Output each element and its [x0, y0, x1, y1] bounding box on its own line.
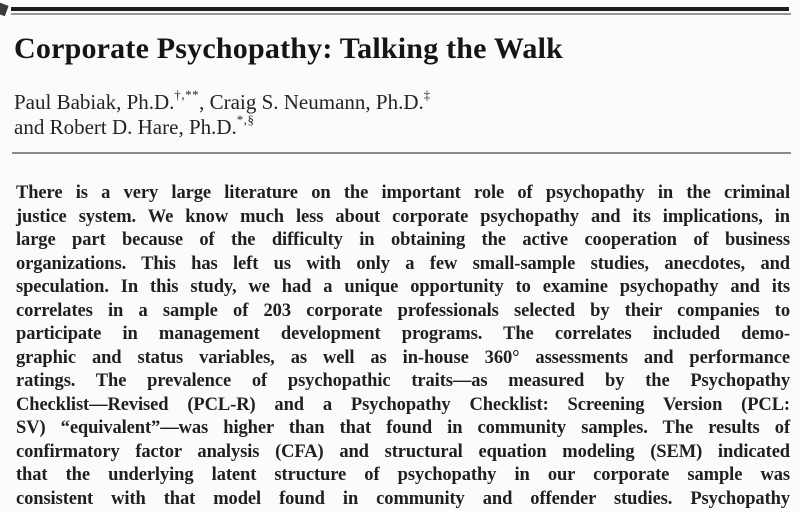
- abstract-line-3: large part because of the difficulty in …: [16, 229, 790, 253]
- abstract-line-13: that the underlying latent structure of …: [16, 464, 790, 488]
- abstract-line-2: justice system. We know much less about …: [16, 206, 790, 230]
- author-name-neumann: Craig S. Neumann, Ph.D.: [210, 90, 424, 114]
- author-block: Paul Babiak, Ph.D.†,**, Craig S. Neumann…: [14, 90, 790, 140]
- author-affiliation-marks-hare: *,§: [237, 112, 255, 127]
- abstract-line-11: SV) “equivalent”—was higher than that fo…: [16, 417, 790, 441]
- scan-artifact: [0, 3, 9, 16]
- abstract-line-9: ratings. The prevalence of psychopathic …: [16, 370, 790, 394]
- author-affiliation-marks-neumann: ‡: [424, 87, 431, 102]
- top-rule-thick: [11, 7, 789, 11]
- article-title: Corporate Psychopathy: Talking the Walk: [14, 31, 790, 67]
- abstract: There is a very large literature on the …: [16, 182, 790, 511]
- top-rule-thin: [11, 13, 791, 15]
- author-affiliation-marks-babiak: †,**: [174, 87, 199, 102]
- author-separator: ,: [199, 90, 210, 114]
- abstract-line-8: graphic and status variables, as well as…: [16, 347, 790, 371]
- author-name-babiak: Paul Babiak, Ph.D.: [14, 90, 174, 114]
- abstract-line-6: correlates in a sample of 203 corporate …: [16, 300, 790, 324]
- abstract-line-14: consistent with that model found in comm…: [16, 488, 790, 511]
- author-line-1: Paul Babiak, Ph.D.†,**, Craig S. Neumann…: [14, 90, 790, 115]
- abstract-line-4: organizations. This has left us with onl…: [16, 253, 790, 277]
- author-name-hare: and Robert D. Hare, Ph.D.: [14, 115, 237, 139]
- abstract-line-7: participate in management development pr…: [16, 323, 790, 347]
- abstract-line-12: confirmatory factor analysis (CFA) and s…: [16, 441, 790, 465]
- abstract-line-1: There is a very large literature on the …: [16, 182, 790, 206]
- authors-divider-rule: [12, 152, 791, 154]
- author-line-2: and Robert D. Hare, Ph.D.*,§: [14, 115, 790, 140]
- abstract-line-10: Checklist—Revised (PCL-R) and a Psychopa…: [16, 394, 790, 418]
- abstract-line-5: speculation. In this study, we had a uni…: [16, 276, 790, 300]
